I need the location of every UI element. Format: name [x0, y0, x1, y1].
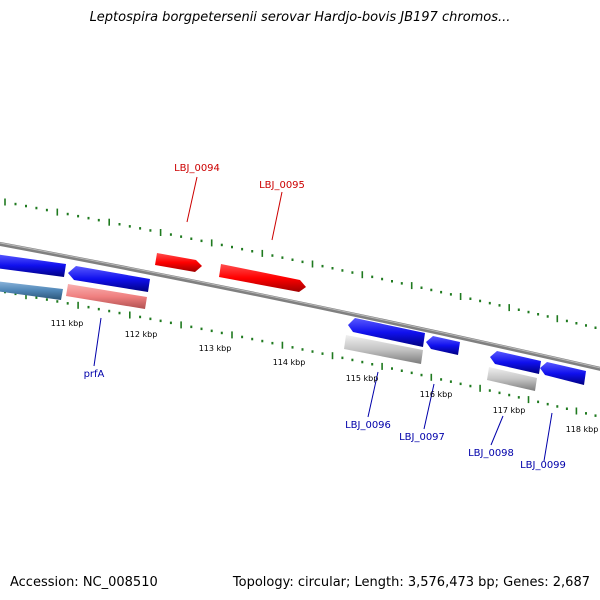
genome-backbone [0, 241, 600, 371]
leader-line-prfa [93, 317, 102, 367]
scale-label-117-kbp: 117 kbp [493, 406, 526, 415]
scale-label-118-kbp: 118 kbp [566, 425, 599, 434]
gene-feature-lbj-0096-marker[interactable] [348, 318, 425, 347]
gene-feature-lbj-0094[interactable] [155, 253, 202, 272]
scale-label-113-kbp: 113 kbp [199, 344, 232, 353]
gene-feature-lbj-0096[interactable] [344, 335, 423, 364]
scale-label-115-kbp: 115 kbp [346, 374, 379, 383]
topology-label: Topology: circular; Length: 3,576,473 bp… [232, 575, 590, 590]
gene-feature-lbj-0095[interactable] [219, 264, 306, 292]
scale-label-112-kbp: 112 kbp [125, 330, 158, 339]
gene-feature-prfa[interactable] [66, 284, 147, 309]
outer-tick-track [4, 198, 597, 329]
leader-line-lbj-0094 [186, 176, 198, 223]
gene-feature-lbj-0099-marker[interactable] [540, 362, 586, 385]
gene-label-lbj-0097[interactable]: LBJ_0097 [399, 432, 445, 443]
gene-feature-blue-arrow-left[interactable] [68, 266, 150, 292]
map-title: Leptospira borgpetersenii serovar Hardjo… [89, 10, 511, 25]
leader-line-lbj-0099 [543, 412, 553, 462]
gene-label-lbj-0096[interactable]: LBJ_0096 [345, 420, 391, 431]
gene-label-prfa[interactable]: prfA [84, 369, 105, 380]
leader-line-lbj-0098 [490, 415, 504, 446]
gene-label-lbj-0099[interactable]: LBJ_0099 [520, 460, 566, 471]
leader-line-lbj-0095 [271, 191, 283, 241]
accession-label: Accession: NC_008510 [10, 575, 158, 590]
gene-feature-left-blue-upper[interactable] [0, 254, 66, 277]
genome-backbone-highlight [0, 242, 600, 369]
scale-label-114-kbp: 114 kbp [273, 358, 306, 367]
leader-line-lbj-0096 [367, 371, 379, 418]
gene-feature-steel-left[interactable] [0, 281, 63, 300]
inner-tick-track [4, 290, 597, 417]
gene-feature-lbj-0098[interactable] [487, 367, 537, 391]
gene-label-lbj-0094[interactable]: LBJ_0094 [174, 163, 220, 174]
gene-label-lbj-0095[interactable]: LBJ_0095 [259, 180, 305, 191]
leader-line-lbj-0097 [423, 383, 435, 430]
gene-label-lbj-0098[interactable]: LBJ_0098 [468, 448, 514, 459]
gene-feature-lbj-0097-marker[interactable] [426, 336, 460, 355]
gene-feature-lbj-0098-marker[interactable] [490, 351, 541, 374]
scale-label-111-kbp: 111 kbp [51, 319, 84, 328]
scale-label-116-kbp: 116 kbp [420, 390, 453, 399]
